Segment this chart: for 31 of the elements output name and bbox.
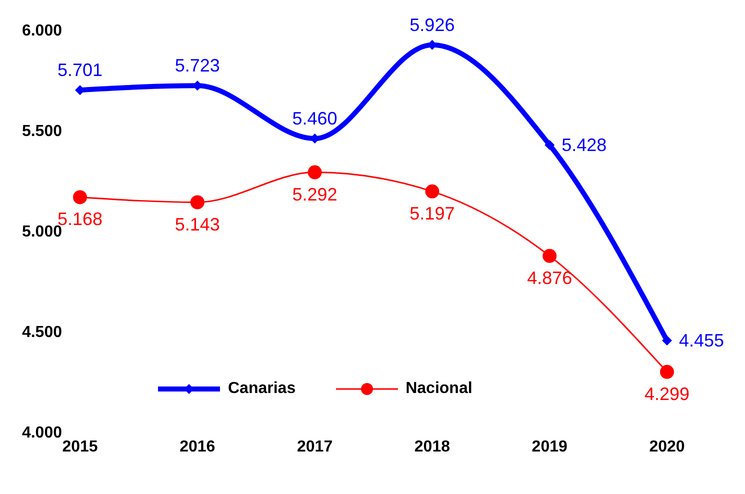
point	[73, 190, 87, 204]
x-tick-label: 2017	[297, 438, 333, 456]
data-label: 5.723	[174, 56, 220, 76]
x-tick-label: 2019	[532, 438, 568, 456]
point	[542, 248, 557, 263]
legend-label: Nacional	[406, 380, 472, 398]
point	[662, 336, 672, 346]
x-tick-label: 2018	[414, 438, 450, 456]
y-tick-label: 5.500	[22, 123, 62, 140]
x-tick-label: 2020	[649, 438, 685, 456]
point	[660, 364, 674, 379]
data-label: 5.460	[292, 108, 338, 129]
x-tick-label: 2016	[180, 438, 216, 456]
y-tick-label: 4.000	[22, 424, 62, 442]
data-label: 5.926	[410, 14, 455, 35]
data-label: 5.701	[57, 60, 103, 80]
point	[425, 184, 440, 198]
y-tick-label: 6.000	[22, 22, 62, 40]
data-label: 5.292	[292, 184, 338, 204]
data-label: 4.876	[527, 268, 572, 288]
data-label: 5.197	[410, 203, 455, 224]
data-label: 4.455	[679, 330, 724, 351]
x-tick-label: 2015	[62, 438, 98, 456]
point	[544, 140, 555, 150]
data-label: 5.428	[562, 134, 607, 155]
point	[308, 165, 322, 180]
data-label: 5.143	[174, 214, 220, 234]
point	[190, 195, 204, 210]
y-tick-label: 4.500	[22, 324, 62, 342]
data-label: 4.299	[644, 384, 690, 404]
legend-label: Canarias	[228, 380, 296, 398]
